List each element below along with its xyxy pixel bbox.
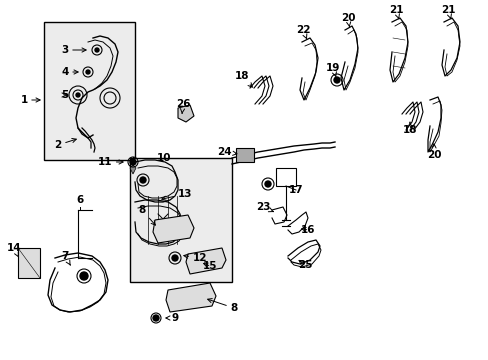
Text: 4: 4 xyxy=(61,67,78,77)
Text: 8: 8 xyxy=(138,205,155,225)
Text: 7: 7 xyxy=(61,251,70,265)
Text: 18: 18 xyxy=(402,122,416,135)
Polygon shape xyxy=(165,283,216,312)
Circle shape xyxy=(333,77,339,83)
Text: 20: 20 xyxy=(426,144,440,160)
Text: 24: 24 xyxy=(216,147,237,157)
Circle shape xyxy=(86,70,90,74)
Text: 8: 8 xyxy=(207,298,237,313)
Polygon shape xyxy=(185,248,225,274)
Circle shape xyxy=(172,255,178,261)
Text: 2: 2 xyxy=(54,139,76,150)
Text: 19: 19 xyxy=(325,63,340,77)
Text: 21: 21 xyxy=(388,5,403,19)
Text: 10: 10 xyxy=(157,153,171,163)
Text: 1: 1 xyxy=(20,95,40,105)
Text: 22: 22 xyxy=(295,25,309,39)
Text: 11: 11 xyxy=(98,157,123,167)
Text: 23: 23 xyxy=(255,202,273,212)
Text: 21: 21 xyxy=(440,5,454,19)
Text: 15: 15 xyxy=(203,261,217,271)
Text: 3: 3 xyxy=(61,45,86,55)
Bar xyxy=(130,158,231,282)
Circle shape xyxy=(140,177,146,183)
Polygon shape xyxy=(153,215,194,243)
Bar xyxy=(275,168,295,186)
Circle shape xyxy=(80,272,88,280)
Text: 14: 14 xyxy=(7,243,21,257)
Circle shape xyxy=(264,181,270,187)
Text: 17: 17 xyxy=(288,185,303,195)
Bar xyxy=(236,148,253,162)
Text: 9: 9 xyxy=(165,313,178,323)
Polygon shape xyxy=(178,105,194,122)
Text: 12: 12 xyxy=(183,253,207,263)
Circle shape xyxy=(95,48,99,52)
Text: 26: 26 xyxy=(175,99,190,113)
Text: 5: 5 xyxy=(61,90,68,100)
Circle shape xyxy=(76,93,80,97)
Text: 20: 20 xyxy=(340,13,354,27)
Text: 18: 18 xyxy=(234,71,252,87)
Circle shape xyxy=(153,315,159,321)
Polygon shape xyxy=(130,165,136,174)
Bar xyxy=(18,248,40,278)
Text: 25: 25 xyxy=(297,260,312,270)
Text: 6: 6 xyxy=(76,195,83,205)
Text: 13: 13 xyxy=(162,189,192,200)
Circle shape xyxy=(130,159,136,165)
Text: 16: 16 xyxy=(300,225,315,235)
Bar xyxy=(44,22,135,160)
